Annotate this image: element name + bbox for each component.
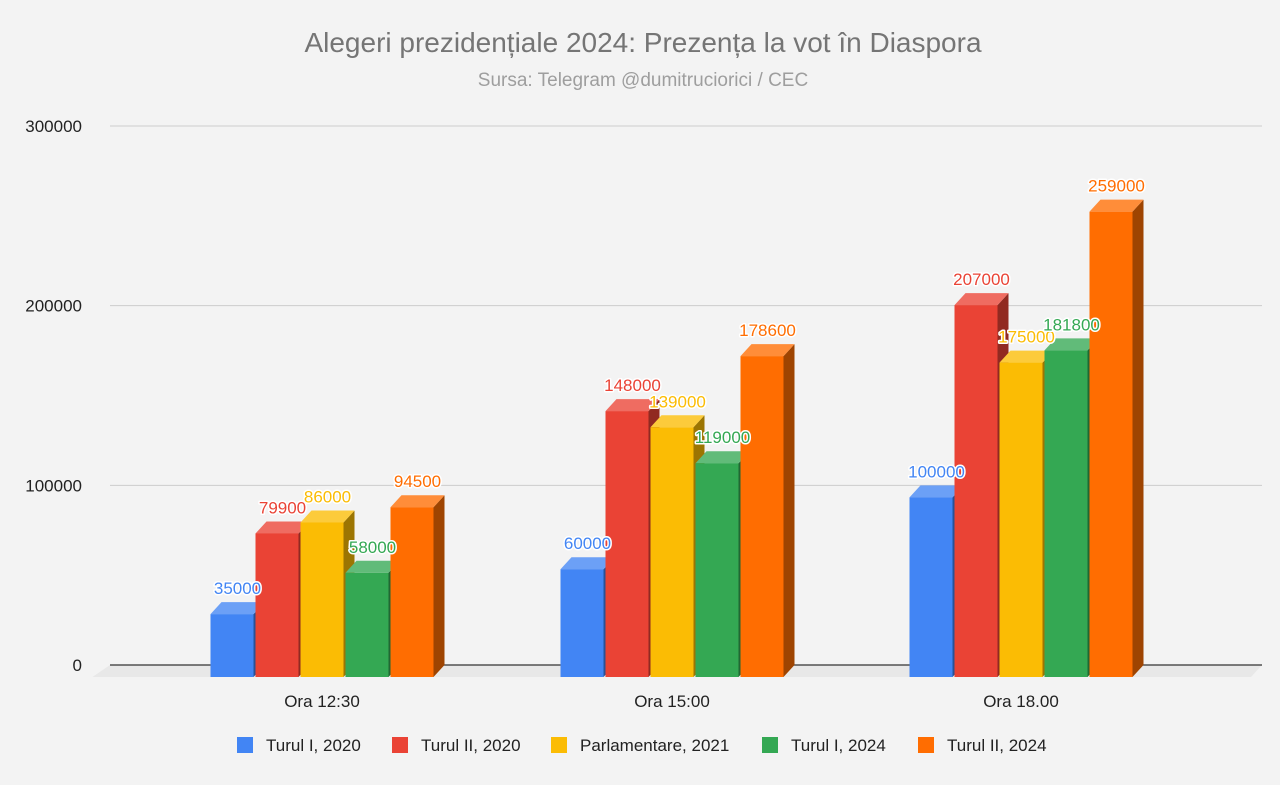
bar-2-0	[300, 510, 355, 677]
data-label: 139000	[649, 392, 706, 411]
bar-top	[650, 415, 705, 428]
legend-label: Turul I, 2024	[791, 736, 886, 755]
data-label: 58000	[349, 538, 396, 557]
legend: Turul I, 2020 Turul II, 2020 Parlamentare,…	[237, 736, 1047, 755]
y-axis-ticks: 0 100000 200000 300000	[25, 117, 82, 675]
bar-4-2	[1089, 199, 1144, 677]
bar-front	[210, 614, 254, 677]
bar-top	[740, 344, 795, 357]
data-label: 148000	[604, 376, 661, 395]
bar-front	[560, 569, 604, 677]
chart-title: Alegeri prezidențiale 2024: Prezența la …	[304, 27, 982, 58]
legend-label: Turul I, 2020	[266, 736, 361, 755]
bar-top	[954, 293, 1009, 306]
y-tick-label: 300000	[25, 117, 82, 136]
bar-front	[909, 497, 953, 677]
legend-label: Parlamentare, 2021	[580, 736, 729, 755]
data-label: 94500	[394, 472, 441, 491]
bar-side	[1132, 199, 1144, 677]
legend-swatch	[762, 737, 778, 753]
legend-swatch	[918, 737, 934, 753]
bar-top	[909, 485, 964, 498]
bar-front	[345, 572, 389, 677]
bar-top	[255, 521, 310, 534]
legend-item: Turul I, 2024	[762, 736, 886, 755]
bar-front	[605, 411, 649, 677]
legend-label: Turul II, 2024	[947, 736, 1047, 755]
data-label: 119000	[695, 428, 750, 447]
data-label: 60000	[564, 534, 611, 553]
bar-front	[999, 362, 1043, 677]
legend-item: Turul II, 2020	[392, 736, 521, 755]
bar-top	[999, 350, 1054, 363]
data-label: 181800	[1043, 315, 1100, 334]
bars	[210, 199, 1144, 677]
bar-top	[695, 451, 750, 464]
data-label: 178600	[739, 321, 796, 340]
bar-top	[605, 399, 660, 412]
data-label: 100000	[908, 462, 965, 481]
data-label: 259000	[1088, 177, 1145, 196]
bar-front	[740, 356, 784, 677]
bar-4-0	[390, 495, 445, 677]
x-axis-categories: Ora 12:30 Ora 15:00 Ora 18.00	[284, 692, 1059, 711]
category-label: Ora 18.00	[983, 692, 1059, 711]
bar-front	[1089, 211, 1133, 677]
bar-4-1	[740, 344, 795, 677]
bar-front	[255, 533, 299, 677]
data-label: 86000	[304, 487, 351, 506]
bar-front	[695, 463, 739, 677]
legend-item: Parlamentare, 2021	[551, 736, 729, 755]
legend-swatch	[237, 737, 253, 753]
bar-front	[1044, 350, 1088, 677]
y-tick-label: 200000	[25, 297, 82, 316]
y-tick-label: 0	[73, 656, 82, 675]
legend-item: Turul I, 2020	[237, 736, 361, 755]
legend-swatch	[392, 737, 408, 753]
bar-top	[210, 602, 265, 615]
bar-top	[300, 510, 355, 523]
data-label: 175000	[998, 328, 1055, 347]
data-label: 35000	[214, 579, 261, 598]
bar-top	[345, 560, 400, 573]
bar-front	[954, 305, 998, 677]
data-label: 207000	[953, 270, 1010, 289]
data-label: 79900	[259, 498, 306, 517]
bar-front	[300, 522, 344, 677]
bar-top	[1089, 199, 1144, 212]
legend-label: Turul II, 2020	[421, 736, 521, 755]
bar-top	[560, 557, 615, 570]
bar-top	[1044, 338, 1099, 351]
category-label: Ora 15:00	[634, 692, 710, 711]
legend-item: Turul II, 2024	[918, 736, 1047, 755]
bar-front	[650, 427, 694, 677]
y-tick-label: 100000	[25, 476, 82, 495]
chart-subtitle: Sursa: Telegram @dumitruciorici / CEC	[478, 70, 808, 91]
bar-top	[390, 495, 445, 508]
bar-front	[390, 507, 434, 677]
bar-side	[433, 495, 445, 677]
bar-side	[783, 344, 795, 677]
category-label: Ora 12:30	[284, 692, 360, 711]
legend-swatch	[551, 737, 567, 753]
